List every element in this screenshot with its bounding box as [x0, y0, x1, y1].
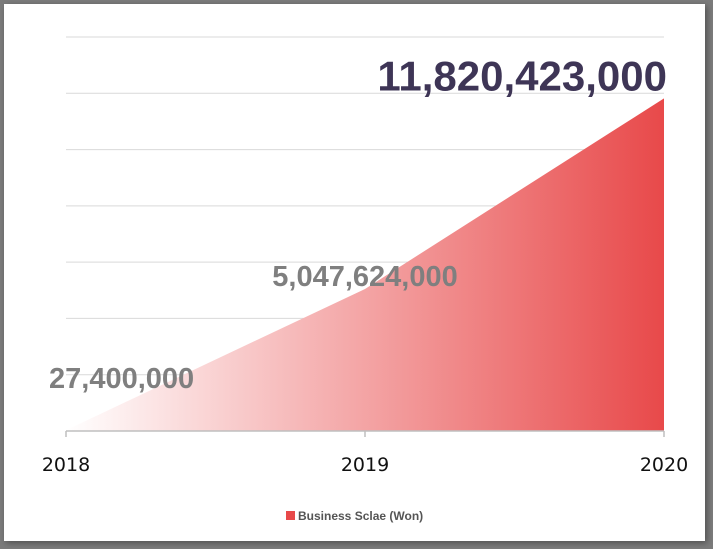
data-label-2020: 11,820,423,000 [377, 52, 667, 99]
data-label-2018: 27,400,000 [49, 363, 194, 395]
data-label-2019: 5,047,624,000 [272, 261, 457, 293]
gridlines [66, 36, 664, 376]
legend: Business Sclae (Won) [286, 509, 423, 523]
series-area-business-scale [66, 98, 664, 431]
chart-frame: 2018 2019 2020 27,400,000 5,047,624,000 11,8… [4, 4, 705, 541]
legend-swatch [286, 511, 295, 520]
legend-label: Business Sclae (Won) [298, 509, 423, 523]
x-tick-labels: 2018 2019 2020 [42, 454, 688, 476]
x-tick-label-2020: 2020 [640, 454, 688, 476]
x-tick-label-2018: 2018 [42, 454, 90, 476]
x-tick-label-2019: 2019 [341, 454, 389, 476]
x-axis [65, 430, 665, 437]
data-labels: 27,400,000 5,047,624,000 11,820,423,000 [49, 52, 667, 395]
area-chart: 2018 2019 2020 27,400,000 5,047,624,000 11,8… [42, 36, 688, 523]
